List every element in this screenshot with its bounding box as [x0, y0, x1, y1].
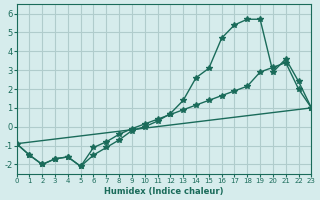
- X-axis label: Humidex (Indice chaleur): Humidex (Indice chaleur): [104, 187, 224, 196]
